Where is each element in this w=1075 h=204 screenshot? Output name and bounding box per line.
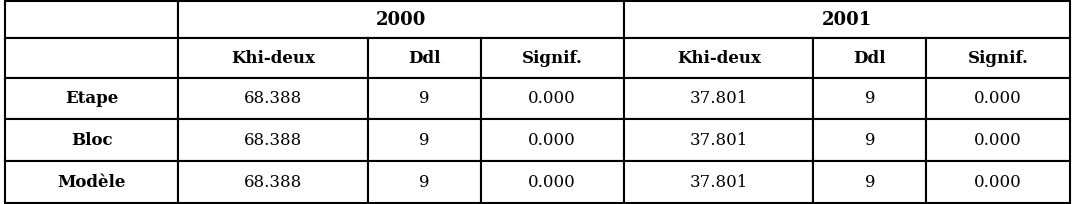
Bar — [178, 120, 368, 161]
Text: 2000: 2000 — [376, 11, 427, 29]
Bar — [178, 161, 368, 203]
Bar — [368, 120, 481, 161]
Bar — [927, 38, 1070, 78]
Bar — [178, 78, 368, 120]
Bar — [481, 161, 624, 203]
Text: Bloc: Bloc — [71, 132, 113, 149]
Text: 9: 9 — [864, 132, 875, 149]
Bar — [481, 38, 624, 78]
Bar — [481, 78, 624, 120]
Bar — [814, 161, 927, 203]
Bar — [5, 38, 178, 78]
Bar — [624, 1, 1070, 38]
Bar — [624, 78, 814, 120]
Bar — [5, 1, 178, 38]
Bar — [927, 78, 1070, 120]
Text: 0.000: 0.000 — [528, 174, 576, 191]
Text: 9: 9 — [419, 174, 429, 191]
Text: 9: 9 — [419, 132, 429, 149]
Text: Signif.: Signif. — [968, 50, 1029, 67]
Bar — [927, 120, 1070, 161]
Text: 0.000: 0.000 — [528, 132, 576, 149]
Bar — [814, 120, 927, 161]
Bar — [5, 161, 178, 203]
Bar — [368, 161, 481, 203]
Bar — [368, 78, 481, 120]
Text: Signif.: Signif. — [521, 50, 583, 67]
Text: 37.801: 37.801 — [689, 90, 748, 107]
Bar — [178, 1, 623, 38]
Bar — [5, 78, 178, 120]
Text: Khi-deux: Khi-deux — [231, 50, 315, 67]
Text: 9: 9 — [419, 90, 429, 107]
Bar — [624, 38, 814, 78]
Bar — [927, 161, 1070, 203]
Bar — [814, 78, 927, 120]
Text: 37.801: 37.801 — [689, 174, 748, 191]
Text: 0.000: 0.000 — [974, 90, 1021, 107]
Text: 0.000: 0.000 — [974, 132, 1021, 149]
Text: 68.388: 68.388 — [244, 132, 302, 149]
Text: Ddl: Ddl — [407, 50, 441, 67]
Text: 68.388: 68.388 — [244, 90, 302, 107]
Bar — [368, 38, 481, 78]
Text: Modèle: Modèle — [58, 174, 126, 191]
Text: 9: 9 — [864, 174, 875, 191]
Text: 68.388: 68.388 — [244, 174, 302, 191]
Text: 2001: 2001 — [821, 11, 872, 29]
Bar — [178, 38, 368, 78]
Text: Khi-deux: Khi-deux — [677, 50, 761, 67]
Text: Etape: Etape — [66, 90, 118, 107]
Bar — [814, 38, 927, 78]
Text: Ddl: Ddl — [854, 50, 886, 67]
Bar — [624, 161, 814, 203]
Text: 37.801: 37.801 — [689, 132, 748, 149]
Text: 9: 9 — [864, 90, 875, 107]
Bar — [624, 120, 814, 161]
Text: 0.000: 0.000 — [528, 90, 576, 107]
Bar — [5, 120, 178, 161]
Text: 0.000: 0.000 — [974, 174, 1021, 191]
Bar — [481, 120, 624, 161]
